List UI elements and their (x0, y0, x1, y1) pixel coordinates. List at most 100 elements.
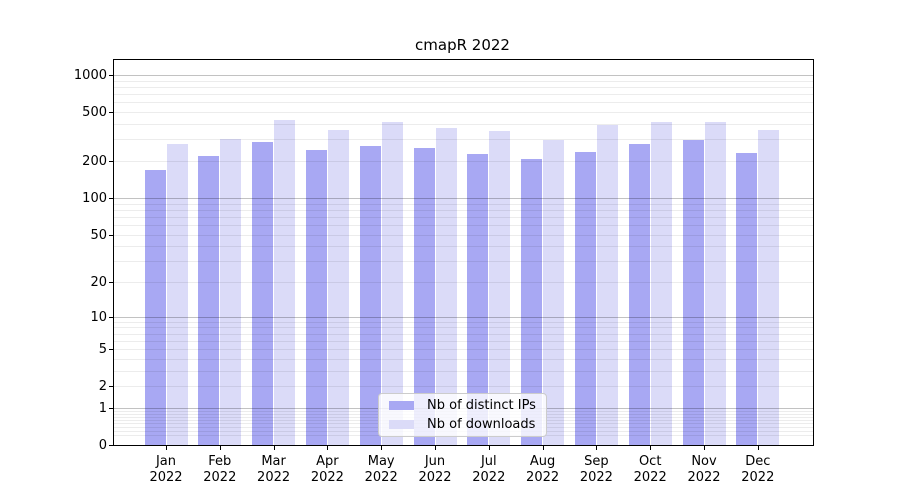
bar-downloads-jun (435, 127, 457, 445)
y-tick-label-50: 50 (90, 227, 107, 243)
gridline-80 (114, 209, 813, 211)
y-tick-mark-1 (109, 407, 113, 409)
gridline-300 (114, 139, 813, 141)
y-tick-mark-5 (109, 349, 113, 351)
bar-distinct-ips-may (359, 146, 381, 445)
y-tick-label-0: 0 (98, 438, 107, 453)
chart-title: cmapR 2022 (415, 36, 510, 54)
bar-downloads-mar (274, 119, 296, 445)
x-tick-mark-jul (488, 446, 490, 450)
y-tick-mark-0 (109, 445, 113, 446)
plot-area: 1000 500 200 100 50 20 10 5 2 1 0 Jan 2022 Feb 2022… (74, 59, 814, 485)
x-tick-label-aug: Aug 2022 (526, 454, 560, 485)
x-tick-label-sep: Sep 2022 (579, 454, 613, 485)
legend-swatch-downloads (389, 420, 414, 429)
y-tick-mark-10 (109, 316, 113, 318)
y-tick-label-100: 100 (82, 190, 107, 206)
bar-downloads-jan (166, 144, 188, 445)
bar-downloads-sep (596, 125, 618, 445)
x-tick-label-may: May 2022 (364, 454, 398, 485)
gridline-200 (114, 161, 813, 162)
bar-downloads-may (381, 121, 403, 445)
gridline-800 (114, 87, 813, 88)
bar-distinct-ips-jun (413, 147, 435, 445)
x-tick-label-jul: Jul 2022 (472, 454, 506, 485)
gridline-90 (114, 203, 813, 205)
bar-distinct-ips-jul (467, 153, 489, 445)
y-tick-mark-2 (109, 386, 113, 388)
bar-downloads-apr (327, 130, 349, 445)
bar-downloads-oct (650, 121, 672, 445)
bar-downloads-feb (220, 138, 242, 445)
legend-row-distinct-ips: Nb of distinct IPs (387, 398, 538, 413)
y-tick-label-1000: 1000 (73, 68, 107, 83)
y-tick-label-1: 1 (98, 400, 107, 416)
gridline-7 (114, 333, 813, 335)
gridline-900 (114, 80, 813, 82)
x-tick-label-jun: Jun 2022 (418, 454, 452, 485)
legend: Nb of distinct IPs Nb of downloads (378, 393, 547, 437)
x-tick-mark-feb (219, 446, 221, 450)
bar-distinct-ips-mar (252, 141, 274, 445)
x-tick-mark-jun (435, 446, 436, 450)
bar-downloads-dec (758, 130, 780, 445)
bar-downloads-nov (704, 122, 726, 445)
gridline-4 (114, 358, 813, 360)
y-tick-label-20: 20 (90, 275, 107, 290)
x-tick-mark-sep (596, 446, 598, 450)
gridline-8 (114, 327, 813, 329)
y-tick-label-500: 500 (82, 105, 107, 121)
y-tick-mark-100 (109, 197, 113, 199)
x-tick-mark-nov (704, 446, 705, 450)
x-tick-label-feb: Feb 2022 (203, 454, 237, 485)
x-tick-mark-jan (166, 446, 167, 450)
y-tick-label-2: 2 (98, 379, 107, 395)
legend-swatch-distinct-ips (389, 401, 414, 410)
bar-distinct-ips-jan (144, 169, 166, 445)
bar-distinct-ips-aug (521, 158, 543, 445)
gridline-600 (114, 102, 813, 104)
gridline-10 (114, 316, 813, 318)
legend-label-downloads: Nb of downloads (427, 417, 536, 432)
y-tick-mark-500 (109, 112, 113, 114)
gridline-100 (114, 197, 813, 199)
bar-distinct-ips-dec (736, 152, 758, 445)
bar-distinct-ips-apr (305, 149, 327, 445)
legend-row-downloads: Nb of downloads (387, 417, 538, 432)
bar-downloads-jul (489, 131, 511, 445)
gridline-500 (114, 112, 813, 114)
x-tick-label-jan: Jan 2022 (149, 454, 183, 485)
bar-distinct-ips-oct (628, 143, 650, 445)
x-tick-mark-aug (542, 446, 544, 450)
gridline-50 (114, 234, 813, 236)
x-tick-label-mar: Mar 2022 (257, 454, 291, 485)
x-tick-label-oct: Oct 2022 (633, 454, 667, 485)
bar-distinct-ips-sep (574, 151, 596, 445)
x-tick-mark-mar (273, 446, 275, 450)
x-tick-mark-may (381, 446, 383, 450)
gridline-6 (114, 340, 813, 342)
gridline-2 (114, 386, 813, 388)
x-tick-label-dec: Dec 2022 (741, 454, 775, 485)
bar-distinct-ips-nov (682, 139, 704, 445)
y-tick-mark-20 (109, 282, 113, 283)
y-tick-mark-1000 (109, 75, 113, 76)
x-tick-mark-apr (327, 446, 329, 450)
bar-downloads-aug (543, 139, 565, 445)
y-tick-label-5: 5 (98, 342, 107, 358)
legend-label-distinct-ips: Nb of distinct IPs (427, 398, 536, 413)
gridline-5 (114, 349, 813, 351)
gridline-700 (114, 94, 813, 96)
gridline-30 (114, 261, 813, 263)
x-tick-mark-dec (757, 446, 759, 450)
x-tick-label-nov: Nov 2022 (687, 454, 721, 485)
y-tick-mark-200 (109, 161, 113, 162)
y-tick-label-10: 10 (90, 309, 107, 325)
gridline-400 (114, 124, 813, 125)
x-tick-label-apr: Apr 2022 (310, 454, 344, 485)
y-tick-mark-50 (109, 234, 113, 236)
gridline-60 (114, 224, 813, 226)
gridline-1000 (114, 75, 813, 76)
gridline-3 (114, 370, 813, 372)
